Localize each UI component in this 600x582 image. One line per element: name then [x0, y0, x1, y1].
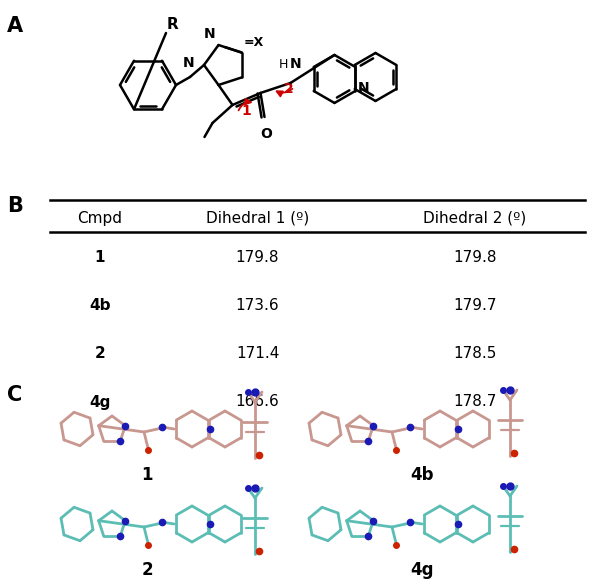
Text: 4g: 4g	[410, 561, 434, 579]
Text: 1: 1	[141, 466, 153, 484]
Text: 166.6: 166.6	[236, 395, 280, 410]
Text: 2: 2	[284, 82, 293, 96]
Text: Dihedral 2 (º): Dihedral 2 (º)	[424, 211, 527, 225]
Text: 179.8: 179.8	[453, 250, 497, 265]
Text: O: O	[260, 127, 272, 141]
Text: 2: 2	[95, 346, 106, 361]
Text: 178.7: 178.7	[454, 395, 497, 410]
Text: A: A	[7, 16, 23, 36]
Text: 1: 1	[242, 104, 251, 118]
Text: Dihedral 1 (º): Dihedral 1 (º)	[206, 211, 309, 225]
Text: N: N	[357, 81, 369, 95]
Text: =X: =X	[244, 36, 264, 49]
Text: H: H	[279, 58, 289, 71]
Text: N: N	[183, 56, 195, 70]
Text: 4g: 4g	[89, 395, 110, 410]
Text: 4b: 4b	[410, 466, 434, 484]
Text: N: N	[290, 57, 301, 71]
Text: B: B	[7, 196, 23, 216]
Text: Cmpd: Cmpd	[77, 211, 122, 225]
Text: R: R	[167, 17, 179, 32]
Text: 2: 2	[141, 561, 153, 579]
Text: 173.6: 173.6	[236, 299, 280, 314]
Text: 179.7: 179.7	[453, 299, 497, 314]
Text: C: C	[7, 385, 22, 405]
Text: 171.4: 171.4	[236, 346, 279, 361]
Text: N: N	[204, 27, 215, 41]
Text: 178.5: 178.5	[454, 346, 497, 361]
Text: 179.8: 179.8	[236, 250, 279, 265]
Text: 1: 1	[95, 250, 105, 265]
Text: 4b: 4b	[89, 299, 111, 314]
